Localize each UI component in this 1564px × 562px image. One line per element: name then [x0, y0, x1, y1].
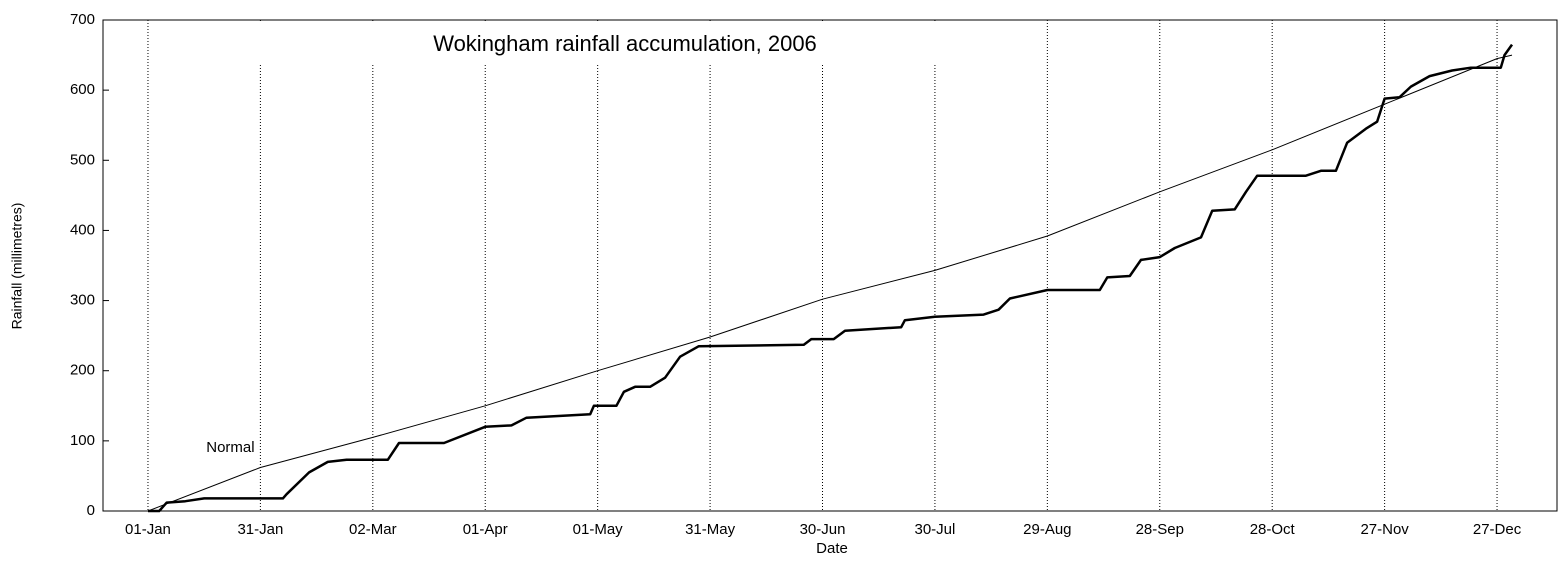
x-tick-label: 01-Apr	[463, 521, 508, 538]
y-tick-label: 700	[70, 11, 95, 28]
chart-title: Wokingham rainfall accumulation, 2006	[433, 31, 817, 56]
title-box	[256, 21, 940, 65]
series-line	[147, 54, 1513, 512]
x-tick-label: 30-Jun	[800, 521, 846, 538]
y-tick-label: 200	[70, 362, 95, 379]
y-tick-label: 500	[70, 151, 95, 168]
y-tick-label: 400	[70, 221, 95, 238]
x-tick-label: 27-Nov	[1360, 521, 1409, 538]
y-tick-label: 300	[70, 292, 95, 309]
x-tick-label: 27-Dec	[1473, 521, 1522, 538]
annotation: Normal	[206, 439, 254, 456]
x-tick-label: 28-Oct	[1250, 521, 1296, 538]
x-tick-label: 30-Jul	[914, 521, 955, 538]
plot-frame	[102, 19, 1558, 512]
y-tick-label: 0	[87, 502, 95, 519]
x-tick-label: 31-Jan	[237, 521, 283, 538]
x-tick-label: 01-Jan	[125, 521, 171, 538]
series-line	[148, 43, 1514, 513]
x-tick-label: 02-Mar	[349, 521, 397, 538]
x-tick-label: 28-Sep	[1136, 521, 1184, 538]
y-axis-label: Rainfall (millimetres)	[9, 203, 25, 330]
x-tick-label: 01-May	[573, 521, 624, 538]
y-tick-label: 100	[70, 432, 95, 449]
grid	[147, 20, 1498, 511]
y-tick-label: 600	[70, 81, 95, 98]
x-tick-label: 31-May	[685, 521, 736, 538]
x-tick-label: 29-Aug	[1023, 521, 1071, 538]
x-axis-label: Date	[816, 540, 848, 557]
